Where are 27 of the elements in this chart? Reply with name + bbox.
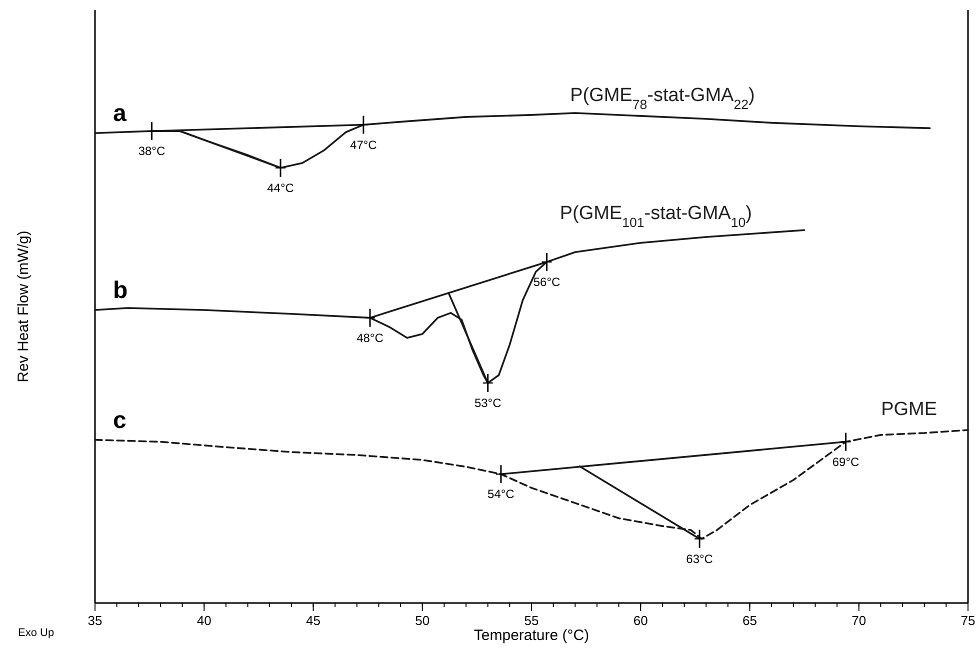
- x-tick-label: 70: [852, 613, 866, 628]
- x-tick-label: 50: [415, 613, 430, 628]
- annotation: 44°C: [267, 180, 294, 195]
- x-tick-label: 55: [524, 613, 539, 628]
- series-label: PGME: [881, 398, 938, 420]
- annotation: 53°C: [474, 396, 502, 410]
- annotation: 56°C: [533, 274, 561, 289]
- annotation: 54°C: [488, 487, 515, 502]
- x-tick-label: 60: [633, 613, 648, 628]
- annotation: 69°C: [832, 454, 860, 469]
- series-label: P(GME$_{78}$-stat-GMA$_{22}$): [570, 84, 755, 112]
- x-tick-label: 35: [88, 613, 102, 628]
- series-label: P(GME$_{101}$-stat-GMA$_{10}$): [560, 202, 752, 230]
- x-tick-label: 75: [960, 613, 976, 628]
- annotation: c: [113, 406, 126, 434]
- annotation: b: [113, 276, 128, 304]
- annotation: 48°C: [356, 330, 384, 345]
- x-tick-label: 40: [196, 613, 212, 628]
- annotation: 38°C: [138, 144, 166, 158]
- annotation: a: [113, 100, 127, 128]
- x-axis-title: Temperature (°C): [474, 627, 590, 644]
- annotation: 47°C: [350, 138, 378, 152]
- x-tick-label: 45: [306, 613, 320, 628]
- annotation: 63°C: [686, 552, 714, 566]
- x-tick-label: 65: [742, 613, 757, 628]
- text: Exo Up: [18, 627, 54, 639]
- y-axis-title: Rev Heat Flow (mW/g): [15, 230, 32, 382]
